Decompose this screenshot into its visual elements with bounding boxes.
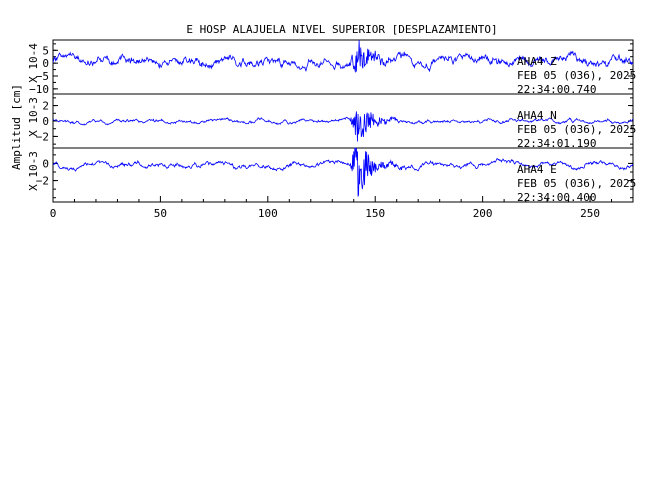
- x-tick-label: 100: [258, 207, 278, 220]
- y-tick-label: −10: [29, 83, 49, 96]
- scale-label: X 10-3: [27, 151, 40, 191]
- waveform-trace: [52, 147, 634, 197]
- x-tick-label: 150: [365, 207, 385, 220]
- x-tick-label: 200: [473, 207, 493, 220]
- waveform-trace: [52, 111, 634, 142]
- date-label: FEB 05 (036), 2025: [517, 177, 636, 190]
- time-label: 22:34:01.190: [517, 137, 596, 150]
- y-tick-label: 0: [42, 157, 49, 170]
- x-tick-label: 50: [154, 207, 167, 220]
- scale-label: X 10-3: [27, 97, 40, 137]
- waveform-trace: [52, 39, 634, 73]
- y-tick-label: −2: [36, 175, 49, 188]
- chart-title: E HOSP ALAJUELA NIVEL SUPERIOR [DESPLAZA…: [186, 23, 497, 36]
- y-tick-label: −5: [36, 70, 49, 83]
- time-label: 22:34:00.400: [517, 191, 596, 204]
- y-axis-label: Amplitud [cm]: [10, 84, 23, 170]
- station-label: AHA4 N: [517, 109, 557, 122]
- date-label: FEB 05 (036), 2025: [517, 123, 636, 136]
- date-label: FEB 05 (036), 2025: [517, 69, 636, 82]
- y-tick-label: 0: [42, 115, 49, 128]
- station-label: AHA4 Z: [517, 55, 557, 68]
- y-tick-label: 2: [42, 100, 49, 113]
- x-tick-label: 250: [580, 207, 600, 220]
- y-tick-label: −2: [36, 130, 49, 143]
- x-tick-label: 0: [50, 207, 57, 220]
- y-tick-label: 0: [42, 57, 49, 70]
- station-label: AHA4 E: [517, 163, 557, 176]
- panel-frame: [52, 147, 634, 203]
- time-label: 22:34:00.740: [517, 83, 596, 96]
- y-tick-label: 5: [42, 44, 49, 57]
- scale-label: X 10-4: [27, 43, 40, 83]
